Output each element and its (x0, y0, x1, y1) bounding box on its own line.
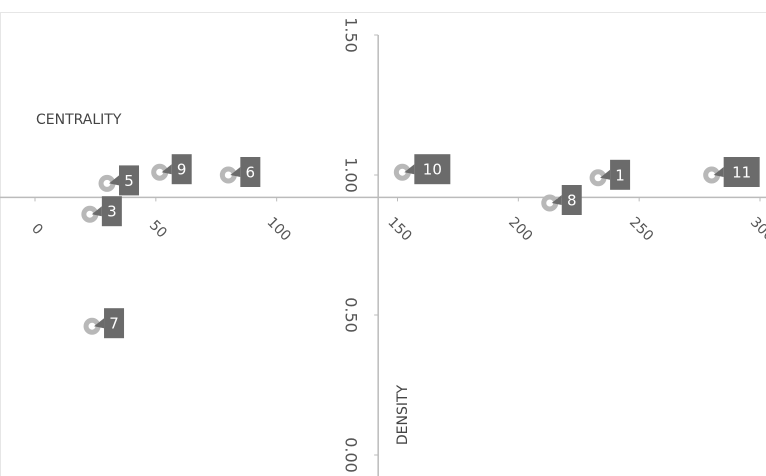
x-tick-label: 50 (146, 217, 170, 241)
point-label: 6 (246, 164, 256, 182)
y-tick-label: 1.50 (342, 17, 361, 53)
x-tick-label: 300 (747, 214, 766, 244)
y-axis-title: DENSITY (395, 384, 411, 445)
y-tick-label: 0.50 (342, 297, 361, 333)
x-tick-label: 150 (384, 214, 414, 244)
point-label: 9 (177, 161, 187, 179)
point-label: 11 (732, 164, 751, 182)
x-tick-label: 0 (28, 221, 46, 239)
chart: CENTRALITY DENSITY 0 50 100 150 200 250 300 0.0… (0, 0, 766, 476)
point-label: 10 (423, 161, 442, 179)
x-axis-title: CENTRALITY (36, 112, 122, 128)
frame (1, 13, 766, 476)
x-tick-label: 100 (264, 214, 294, 244)
point-label: 8 (567, 192, 577, 210)
point-label: 5 (124, 172, 134, 190)
point-label: 3 (107, 203, 117, 221)
x-tick-label: 250 (626, 214, 656, 244)
point-label: 1 (615, 166, 625, 184)
x-tick-label: 200 (505, 214, 535, 244)
y-tick-label: 1.00 (342, 157, 361, 193)
point-label: 7 (109, 315, 119, 333)
y-tick-label: 0.00 (342, 437, 361, 473)
